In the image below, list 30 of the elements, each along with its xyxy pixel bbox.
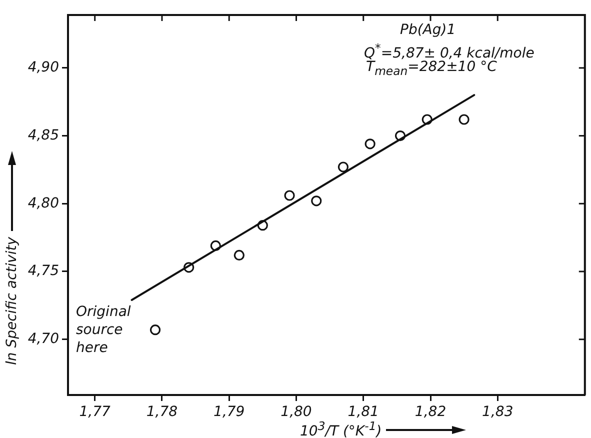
- x-tick-label: 1,80: [280, 404, 312, 420]
- y-tick-label: 4,90: [28, 60, 60, 76]
- y-tick-label: 4,75: [28, 263, 60, 280]
- x-tick-label: 1,78: [146, 404, 178, 420]
- x-axis-title: 10$^{3}$/T (°K$^{-1}$): [300, 419, 382, 438]
- x-tick-label: 1,81: [348, 404, 379, 420]
- annotation: T$_{mean}$=282±10 °C: [366, 59, 497, 78]
- point: [311, 196, 322, 206]
- point: [150, 324, 161, 336]
- x-tick-label: 1,82: [414, 404, 446, 420]
- x-tick-label: 1,83: [482, 404, 514, 420]
- annotation: Q$^{*}$=5,87± 0,4 kcal/mole: [364, 41, 534, 62]
- point: [458, 114, 470, 125]
- point: [364, 138, 376, 150]
- point: [257, 220, 268, 231]
- x-tick-label: 1,79: [214, 404, 245, 420]
- point: [338, 162, 349, 172]
- point: [184, 262, 194, 273]
- y-tick-label: 4,80: [28, 195, 60, 212]
- y-tick-label: 4,70: [28, 331, 60, 347]
- annotation: Pb(Ag)1: [400, 22, 456, 38]
- y-axis-title: ln Specific activity: [4, 237, 20, 365]
- point: [234, 250, 244, 261]
- point: [394, 130, 406, 142]
- point: [210, 240, 221, 252]
- annotation: Original source here: [76, 303, 132, 357]
- point: [422, 114, 432, 125]
- point: [284, 190, 295, 201]
- y-tick-label: 4,85: [28, 127, 60, 144]
- x-tick-label: 1,77: [79, 404, 111, 420]
